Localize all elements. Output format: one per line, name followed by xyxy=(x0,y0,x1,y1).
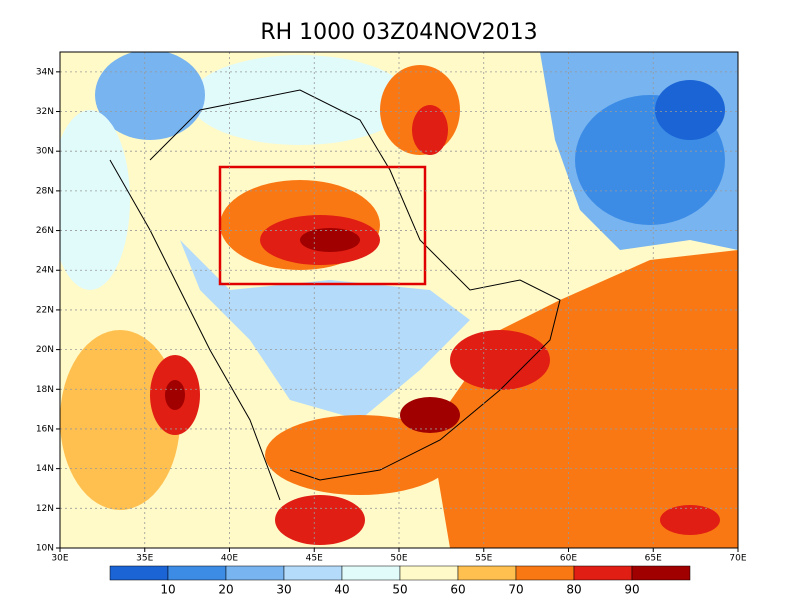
colorbar-swatch xyxy=(225,565,285,581)
colorbar-swatch xyxy=(573,565,633,581)
colorbar-swatch xyxy=(399,565,459,581)
y-tick-label: 14N xyxy=(36,464,54,474)
y-tick-label: 26N xyxy=(36,226,54,236)
highlight-box xyxy=(218,165,427,286)
rh-field xyxy=(60,52,738,548)
x-tick-label: 65E xyxy=(645,554,662,564)
colorbar-label: 60 xyxy=(450,583,465,597)
colorbar-label: 50 xyxy=(392,583,407,597)
colorbar-label: 20 xyxy=(218,583,233,597)
x-tick-label: 30E xyxy=(51,554,68,564)
colorbar-swatch xyxy=(515,565,575,581)
colorbar-label: 80 xyxy=(566,583,581,597)
y-tick-label: 24N xyxy=(36,266,54,276)
colorbar-swatch xyxy=(457,565,517,581)
y-tick-label: 12N xyxy=(36,504,54,514)
y-tick-label: 34N xyxy=(36,67,54,77)
x-tick-label: 35E xyxy=(136,554,153,564)
y-tick-label: 10N xyxy=(36,544,54,554)
y-tick-label: 16N xyxy=(36,424,54,434)
colorbar-label: 30 xyxy=(276,583,291,597)
colorbar-swatch xyxy=(283,565,343,581)
y-tick-label: 18N xyxy=(36,385,54,395)
colorbar-swatch xyxy=(631,565,691,581)
x-tick-label: 50E xyxy=(390,554,407,564)
colorbar-label: 70 xyxy=(508,583,523,597)
colorbar-label: 40 xyxy=(334,583,349,597)
title: RH 1000 03Z04NOV2013 xyxy=(260,20,537,45)
colorbar-swatch xyxy=(109,565,169,581)
x-tick-label: 60E xyxy=(560,554,577,564)
x-tick-label: 40E xyxy=(221,554,238,564)
x-tick-label: 45E xyxy=(306,554,323,564)
y-tick-label: 28N xyxy=(36,186,54,196)
colorbar-label: 10 xyxy=(160,583,175,597)
colorbar-swatch xyxy=(341,565,401,581)
x-tick-label: 70E xyxy=(729,554,746,564)
x-tick-label: 55E xyxy=(475,554,492,564)
colorbar-swatch xyxy=(167,565,227,581)
y-tick-label: 22N xyxy=(36,305,54,315)
y-tick-label: 32N xyxy=(36,107,54,117)
y-tick-label: 20N xyxy=(36,345,54,355)
colorbar-label: 90 xyxy=(624,583,639,597)
y-tick-label: 30N xyxy=(36,147,54,157)
